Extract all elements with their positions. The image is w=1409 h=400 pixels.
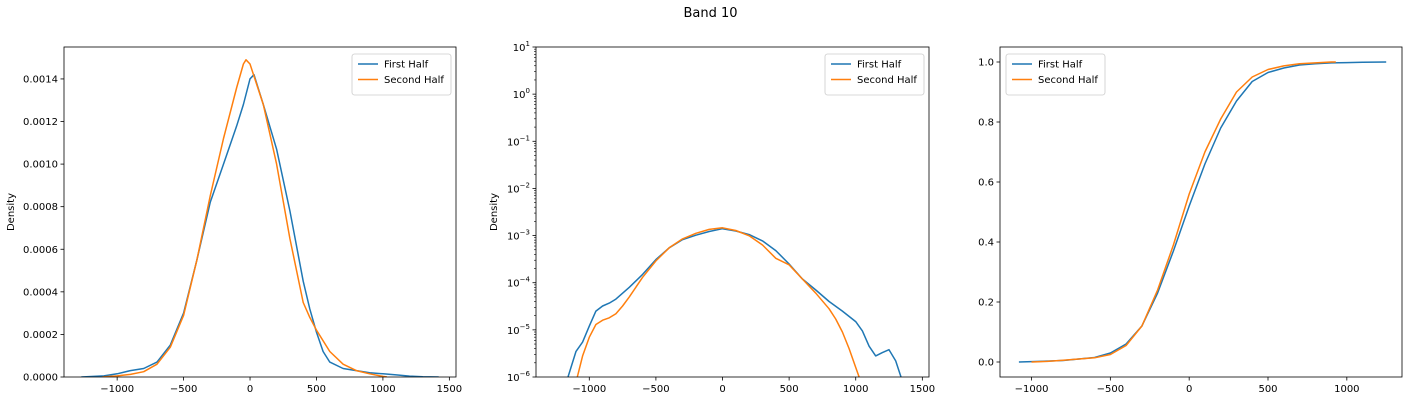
y-tick-label-exponent: −6 (520, 370, 531, 378)
y-tick-label-exponent: −2 (520, 181, 530, 189)
y-tick-label-base: 10 (507, 326, 520, 337)
legend: First Half Second Half (1005, 53, 1106, 96)
y-tick-label-base: 10 (507, 279, 520, 290)
y-tick-label: 0.8 (978, 118, 994, 129)
y-tick-label: 0.0000 (23, 373, 58, 384)
x-tick-label: −1000 (572, 384, 606, 395)
y-tick-label: 10−6 (507, 370, 531, 384)
figure-suptitle: Band 10 (683, 6, 737, 21)
series-line-first-half (81, 73, 439, 377)
y-tick-label-base: 10 (507, 373, 520, 384)
axes-frame (535, 46, 930, 378)
y-tick-label-exponent: −3 (520, 229, 530, 237)
x-tick-label: −500 (170, 384, 197, 395)
y-tick-label: 10−3 (507, 229, 530, 243)
x-tick-label: −1000 (1015, 384, 1049, 395)
series-line-second-half (1031, 61, 1336, 363)
y-tick-label-base: 10 (507, 184, 520, 195)
y-tick-label: 0.0006 (23, 245, 58, 256)
y-tick-label-base: 10 (513, 90, 526, 101)
y-tick-label: 10−2 (507, 181, 530, 195)
x-tick-label: 1000 (843, 384, 868, 395)
y-tick-label-exponent: −4 (520, 276, 531, 284)
y-tick-label-base: 10 (507, 232, 520, 243)
y-tick-label-exponent: 1 (526, 40, 530, 48)
x-tick-label: −500 (1097, 384, 1124, 395)
y-tick-label-exponent: −5 (520, 323, 530, 331)
legend-label: First Half (384, 60, 429, 71)
y-tick-label-exponent: −1 (520, 134, 530, 142)
y-tick-label: 0.4 (978, 238, 994, 249)
x-tick-label: −500 (642, 384, 669, 395)
legend-label: Second Half (857, 75, 917, 86)
x-tick-label: 500 (780, 384, 799, 395)
series-line-second-half (102, 59, 388, 377)
y-tick-label: 0.0004 (23, 287, 58, 298)
y-tick-label: 0.0008 (23, 202, 58, 213)
x-tick-label: 500 (1258, 384, 1277, 395)
legend-label: First Half (1038, 60, 1083, 71)
y-tick-label: 10−1 (507, 134, 530, 148)
y-tick-label: 0.0012 (23, 117, 58, 128)
x-tick-label: 0 (247, 384, 253, 395)
y-tick-label: 10−5 (507, 323, 530, 337)
x-tick-label: 0 (719, 384, 725, 395)
panel-3: 0.0 0.2 0.4 0.6 0.8 1.0 −1000 −500 0 500 1000 First… (978, 46, 1403, 395)
y-tick-label: 101 (513, 40, 530, 54)
y-axis-label: Density (489, 193, 500, 231)
y-tick-label: 0.0010 (23, 160, 58, 171)
legend-label: Second Half (1038, 75, 1098, 86)
y-tick-label: 0.0014 (23, 74, 58, 85)
series-line-second-half (576, 227, 860, 377)
y-tick-label: 0.0 (978, 358, 994, 369)
series-line-first-half (1018, 61, 1387, 363)
legend: First Half Second Half (351, 53, 452, 96)
axes-frame (999, 46, 1403, 378)
panel-1: 0.0000 0.0002 0.0004 0.0006 0.0008 0.0010 0.00… (6, 46, 462, 395)
series-group (81, 59, 439, 377)
y-tick-label-base: 10 (513, 43, 526, 54)
legend-label: First Half (857, 60, 902, 71)
series-group (1018, 61, 1387, 363)
y-tick-label: 0.6 (978, 178, 994, 189)
y-tick-label: 0.0002 (23, 330, 58, 341)
y-tick-label-base: 10 (507, 137, 520, 148)
y-tick-label: 10−4 (507, 276, 531, 290)
x-tick-label: 0 (1186, 384, 1192, 395)
legend-label: Second Half (384, 75, 444, 86)
x-tick-label: 1000 (1334, 384, 1359, 395)
x-tick-label: 1000 (370, 384, 395, 395)
y-axis-label: Density (6, 193, 17, 231)
series-group (567, 227, 902, 377)
y-tick-label: 1.0 (978, 58, 994, 69)
axes-frame (63, 46, 457, 378)
x-tick-label: 500 (307, 384, 326, 395)
y-tick-label-exponent: 0 (526, 87, 530, 95)
y-tick-label: 0.2 (978, 298, 994, 309)
x-tick-label: 1500 (910, 384, 935, 395)
legend: First Half Second Half (824, 53, 925, 96)
x-tick-label: −1000 (100, 384, 134, 395)
y-tick-label: 100 (513, 87, 530, 101)
x-tick-label: 1500 (437, 384, 462, 395)
